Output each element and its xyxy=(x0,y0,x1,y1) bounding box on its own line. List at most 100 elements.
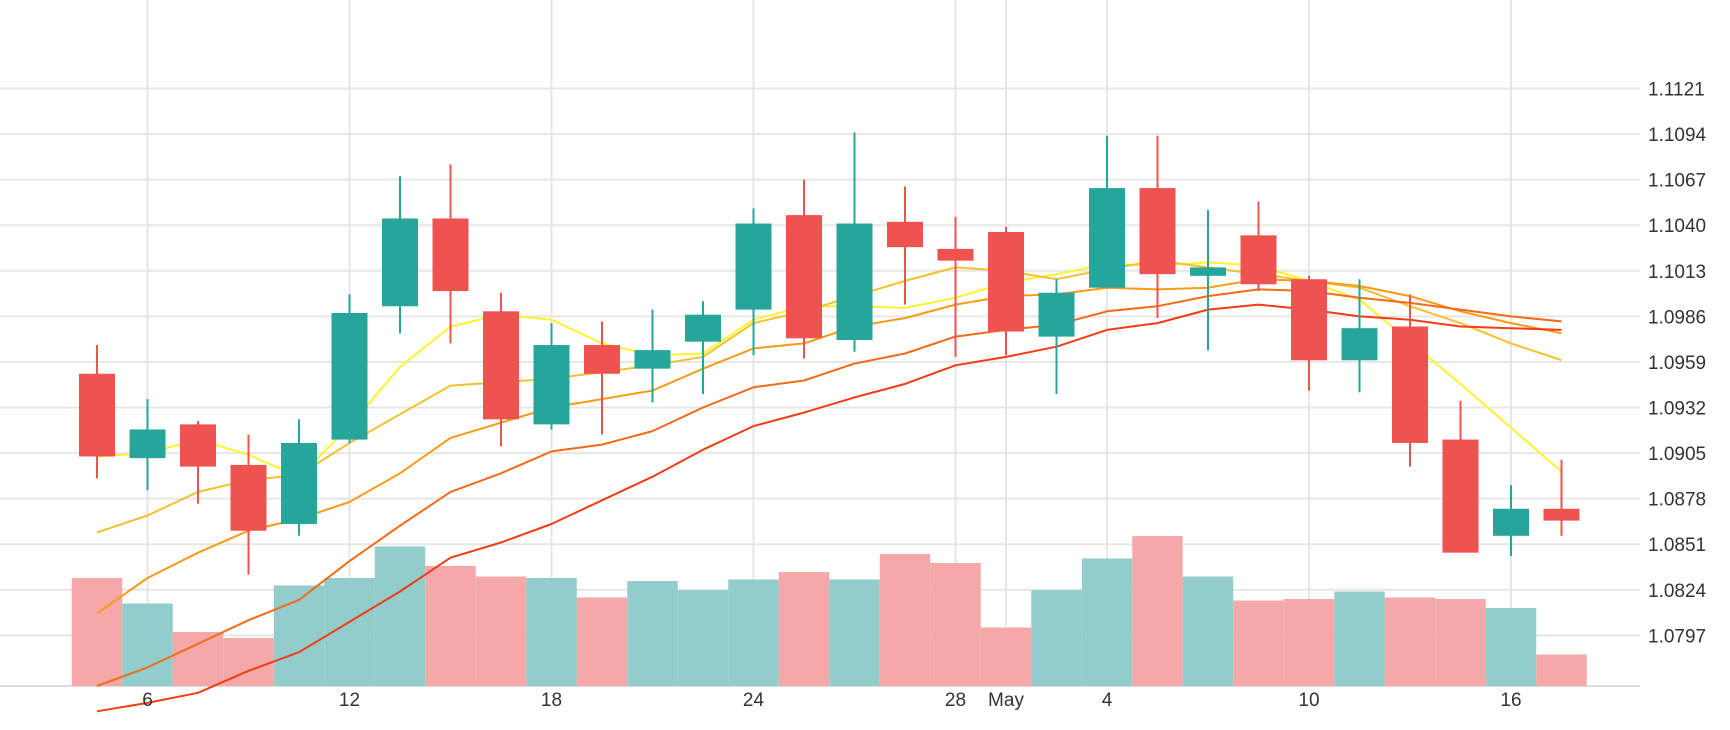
volume-bars xyxy=(71,536,1587,686)
candle-body xyxy=(1442,439,1479,553)
candle xyxy=(887,186,923,305)
candle xyxy=(1038,279,1075,395)
volume-bar xyxy=(1435,599,1486,686)
candle xyxy=(685,301,721,395)
y-tick-label: 1.1067 xyxy=(1648,171,1706,192)
volume-bar xyxy=(172,632,224,686)
volume-bar xyxy=(71,578,123,686)
candle-body xyxy=(1240,235,1277,285)
volume-bar xyxy=(526,578,577,686)
candle-body xyxy=(382,218,418,307)
candle xyxy=(382,176,418,334)
candle xyxy=(836,132,873,352)
candle-body xyxy=(988,231,1024,332)
candle xyxy=(331,294,368,443)
candle-body xyxy=(281,442,317,524)
y-tick-label: 1.1040 xyxy=(1648,216,1706,237)
candle-body xyxy=(786,215,822,339)
candle-body xyxy=(331,312,368,440)
candle-body xyxy=(685,314,721,342)
x-tick-label: 4 xyxy=(1102,690,1113,711)
candle-body xyxy=(634,350,671,369)
volume-bar xyxy=(122,603,173,686)
volume-bar xyxy=(1536,654,1587,686)
y-tick-label: 1.0851 xyxy=(1648,535,1706,556)
y-tick-label: 1.1121 xyxy=(1648,80,1705,101)
candle xyxy=(79,345,115,479)
y-tick-label: 1.1013 xyxy=(1648,262,1706,283)
candle-body xyxy=(1392,326,1428,443)
candle-body xyxy=(1543,508,1580,521)
candle-body xyxy=(1190,267,1226,276)
volume-bar xyxy=(980,627,1032,686)
x-tick-label: 12 xyxy=(339,690,360,711)
candle-body xyxy=(836,223,873,340)
volume-bar xyxy=(1334,591,1385,686)
candle xyxy=(1493,485,1529,557)
volume-bar xyxy=(475,576,527,686)
x-tick-label: 6 xyxy=(142,690,153,711)
y-tick-label: 1.0959 xyxy=(1648,353,1706,374)
x-tick-label: 18 xyxy=(541,690,562,711)
candle xyxy=(634,309,671,403)
candle xyxy=(432,164,469,344)
candle xyxy=(180,421,216,504)
volume-bar xyxy=(778,572,830,686)
y-tick-label: 1.0986 xyxy=(1648,307,1706,328)
candle xyxy=(533,323,570,430)
x-tick-label: 10 xyxy=(1298,690,1319,711)
candle-body xyxy=(180,424,216,467)
volume-bar xyxy=(627,581,678,686)
candle xyxy=(483,292,519,447)
volume-bar xyxy=(728,579,779,686)
candle xyxy=(1139,135,1176,319)
volume-bar xyxy=(1485,608,1537,686)
y-tick-label: 1.1094 xyxy=(1648,125,1707,146)
volume-bar xyxy=(1384,597,1436,686)
x-tick-label: May xyxy=(988,690,1024,711)
candle-body xyxy=(432,218,469,292)
candle-body xyxy=(1038,292,1075,337)
x-tick-label: 24 xyxy=(743,690,765,711)
candle-body xyxy=(735,223,772,310)
volume-bar xyxy=(879,554,931,686)
candle xyxy=(1190,210,1226,351)
candle-body xyxy=(79,373,115,457)
x-tick-label: 28 xyxy=(945,690,966,711)
candle xyxy=(1341,279,1378,393)
candle-body xyxy=(584,345,620,374)
x-tick-label: 16 xyxy=(1500,690,1521,711)
y-tick-label: 1.0878 xyxy=(1648,490,1706,511)
candle-body xyxy=(937,248,974,261)
candle xyxy=(1291,275,1327,391)
candles xyxy=(79,132,1580,575)
volume-bar xyxy=(1233,600,1284,686)
candle xyxy=(786,179,822,359)
volume-bar xyxy=(273,585,325,686)
candle-body xyxy=(230,464,267,531)
volume-bar xyxy=(374,546,426,686)
volume-bar xyxy=(1283,599,1335,686)
candle-body xyxy=(1341,328,1378,361)
candle-body xyxy=(1139,188,1176,275)
candle-body xyxy=(1089,188,1125,288)
volume-bar xyxy=(576,597,628,686)
candle xyxy=(1089,135,1125,288)
candle xyxy=(1240,201,1277,292)
volume-bar xyxy=(829,579,880,686)
candle-body xyxy=(1493,508,1529,536)
y-tick-label: 1.0824 xyxy=(1648,581,1707,602)
candle xyxy=(1543,459,1580,536)
candle xyxy=(129,399,166,491)
candle xyxy=(230,434,267,575)
y-tick-label: 1.0797 xyxy=(1648,626,1706,647)
candle xyxy=(988,226,1024,356)
volume-bar xyxy=(1182,576,1234,686)
volume-bar xyxy=(930,563,981,686)
volume-bar xyxy=(1081,558,1133,686)
candle xyxy=(735,208,772,356)
candle-body xyxy=(483,311,519,420)
volume-bar xyxy=(1132,536,1183,686)
